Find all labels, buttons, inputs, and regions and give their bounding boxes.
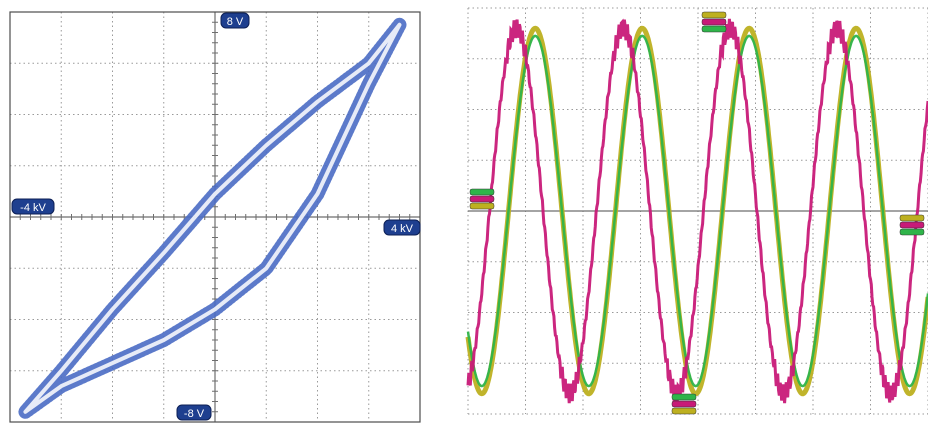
y-min-label: -8 V <box>176 404 212 421</box>
plot-frame <box>9 11 421 423</box>
svg-text:4 kV: 4 kV <box>391 223 414 235</box>
plot-grid <box>9 11 421 423</box>
y-max-label: 8 V <box>220 12 250 29</box>
channel-marker-chip <box>469 202 495 210</box>
svg-text:-4 kV: -4 kV <box>20 202 46 214</box>
channel-marker-chip <box>701 18 727 26</box>
x-min-label: -4 kV <box>11 198 55 215</box>
channel-marker-chip <box>469 195 495 203</box>
waveform-trace-current <box>466 18 928 404</box>
hysteresis-plot-panel: 8 V -8 V -4 kV 4 kV <box>0 0 430 426</box>
plot-background <box>462 0 928 426</box>
channel-marker-chip <box>701 25 727 33</box>
channel-marker-chip <box>899 214 925 222</box>
waveform-trace-voltage <box>465 25 928 397</box>
hysteresis-plot: 8 V -8 V -4 kV 4 kV <box>0 0 430 426</box>
channel-marker-chip <box>671 393 697 401</box>
waveform-plot-panel <box>462 0 928 426</box>
waveform-traces <box>465 18 928 404</box>
hysteresis-loop <box>18 17 407 419</box>
channel-marker-chip <box>469 188 495 196</box>
channel-marker-chip <box>899 228 925 236</box>
channel-marker-chip <box>671 407 697 415</box>
waveform-plot <box>462 0 928 426</box>
channel-marker-chip <box>671 400 697 408</box>
hysteresis-loop-gap <box>23 22 402 414</box>
waveform-trace-reference <box>466 34 928 388</box>
svg-text:8 V: 8 V <box>227 16 244 28</box>
channel-marker-chip <box>899 221 925 229</box>
x-max-label: 4 kV <box>383 219 421 236</box>
channel-markers <box>469 11 925 415</box>
channel-marker-chip <box>701 11 727 19</box>
svg-text:-8 V: -8 V <box>184 408 205 420</box>
